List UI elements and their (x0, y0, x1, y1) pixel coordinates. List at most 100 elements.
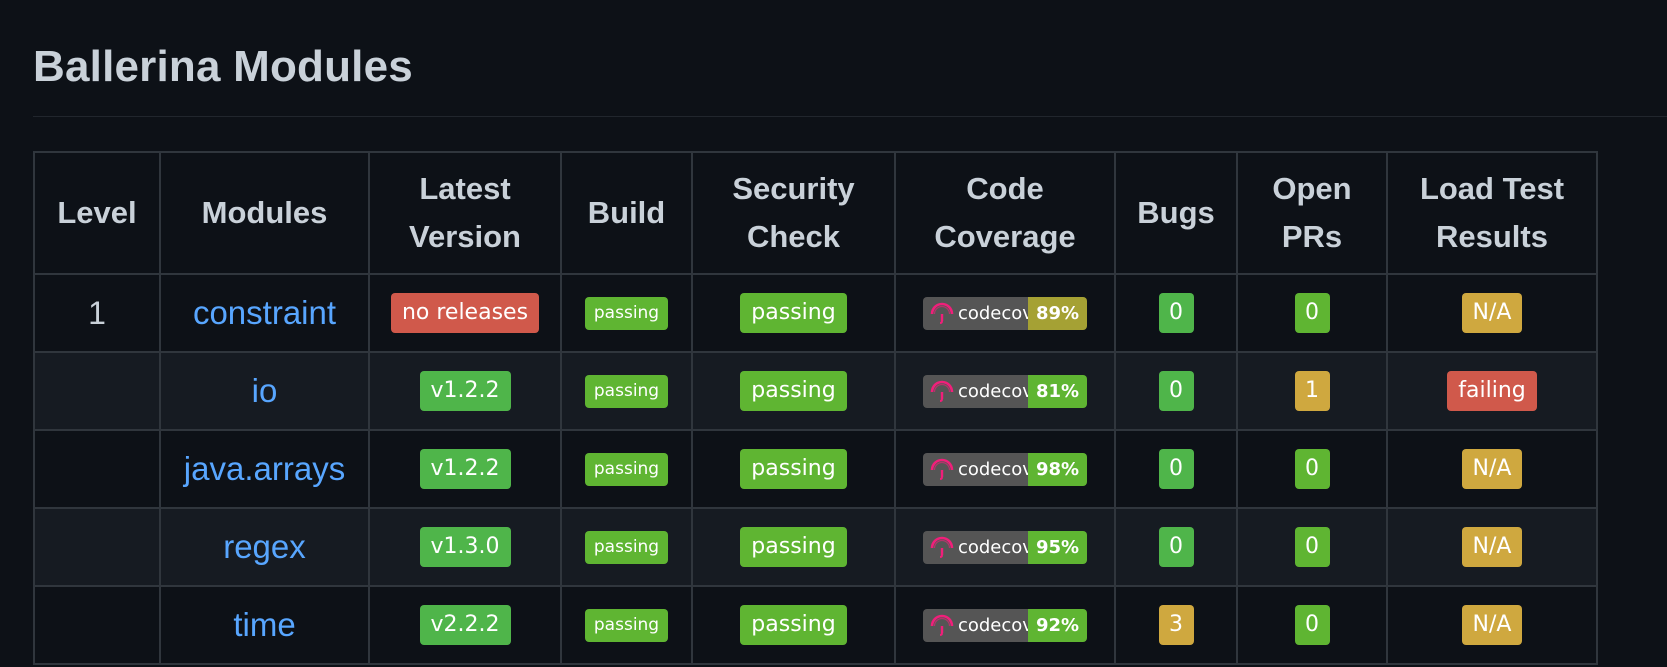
level-cell (33, 351, 161, 431)
codecov-badge[interactable]: codecov 95% (922, 530, 1088, 564)
coverage-cell: codecov 98% (894, 429, 1116, 509)
header-level-line: Level (57, 195, 137, 230)
coverage-cell: codecov 81% (894, 351, 1116, 431)
bugs-badge[interactable]: 0 (1158, 371, 1194, 411)
build-cell: passing (560, 585, 693, 665)
codecov-label-text: codecov (957, 536, 1033, 558)
module-cell: regex (159, 507, 370, 587)
codecov-badge-label: codecov (922, 296, 1033, 330)
load-test-cell: N/A (1386, 507, 1598, 587)
security-check-badge[interactable]: passing (740, 371, 847, 411)
security-check-badge[interactable]: passing (740, 449, 847, 489)
module-cell: io (159, 351, 370, 431)
version-cell: no releases (368, 273, 562, 353)
open-prs-cell: 0 (1236, 273, 1388, 353)
version-badge[interactable]: v1.2.2 (419, 449, 511, 489)
codecov-label-text: codecov (957, 614, 1033, 636)
load-test-badge[interactable]: failing (1447, 371, 1537, 411)
codecov-badge[interactable]: codecov 89% (922, 296, 1088, 330)
bugs-cell: 0 (1114, 507, 1238, 587)
bugs-badge[interactable]: 0 (1158, 293, 1194, 333)
header-open-prs-line: Open (1272, 171, 1352, 206)
security-check-badge[interactable]: passing (740, 605, 847, 645)
level-cell (33, 585, 161, 665)
security-cell: passing (691, 273, 896, 353)
header-modules: Modules (159, 151, 370, 275)
load-test-badge[interactable]: N/A (1461, 293, 1523, 333)
build-cell: passing (560, 429, 693, 509)
open-prs-badge[interactable]: 0 (1294, 449, 1330, 489)
version-badge[interactable]: v2.2.2 (419, 605, 511, 645)
load-test-cell: N/A (1386, 585, 1598, 665)
open-prs-badge[interactable]: 0 (1294, 527, 1330, 567)
title-divider (33, 116, 1667, 117)
codecov-badge[interactable]: codecov 98% (922, 452, 1088, 486)
coverage-cell: codecov 95% (894, 507, 1116, 587)
codecov-badge-label: codecov (922, 530, 1033, 564)
codecov-badge[interactable]: codecov 92% (922, 608, 1088, 642)
version-badge[interactable]: no releases (390, 293, 540, 333)
bugs-cell: 0 (1114, 351, 1238, 431)
codecov-badge-label: codecov (922, 374, 1033, 408)
header-bugs-line: Bugs (1137, 195, 1215, 230)
bugs-cell: 0 (1114, 429, 1238, 509)
header-level: Level (33, 151, 161, 275)
build-badge[interactable]: passing (584, 608, 669, 642)
module-link[interactable]: constraint (192, 294, 337, 331)
header-latest-version-line: Latest (419, 171, 511, 206)
version-cell: v1.2.2 (368, 351, 562, 431)
bugs-cell: 0 (1114, 273, 1238, 353)
build-badge[interactable]: passing (584, 452, 669, 486)
table-header-row: Level Modules Latest Version Build Security Ch… (33, 151, 1598, 275)
open-prs-badge[interactable]: 0 (1294, 605, 1330, 645)
header-bugs: Bugs (1114, 151, 1238, 275)
load-test-badge[interactable]: N/A (1461, 605, 1523, 645)
module-link[interactable]: io (251, 372, 278, 409)
header-build: Build (560, 151, 693, 275)
security-cell: passing (691, 585, 896, 665)
load-test-cell: N/A (1386, 429, 1598, 509)
level-value: 1 (88, 294, 106, 331)
version-badge[interactable]: v1.3.0 (419, 527, 511, 567)
codecov-badge[interactable]: codecov 81% (922, 374, 1088, 408)
build-badge[interactable]: passing (584, 374, 669, 408)
open-prs-cell: 0 (1236, 507, 1388, 587)
module-link[interactable]: java.arrays (183, 450, 346, 487)
codecov-umbrella-icon (930, 614, 954, 636)
security-check-badge[interactable]: passing (740, 527, 847, 567)
build-badge[interactable]: passing (584, 296, 669, 330)
level-cell: 1 (33, 273, 161, 353)
security-check-badge[interactable]: passing (740, 293, 847, 333)
load-test-badge[interactable]: N/A (1461, 527, 1523, 567)
table-row: 1 constraint no releases passing passing code… (33, 273, 1598, 353)
table-row: regex v1.3.0 passing passing codecov 95% 0 0 N/A (33, 507, 1598, 587)
header-open-prs: Open PRs (1236, 151, 1388, 275)
bugs-badge[interactable]: 3 (1158, 605, 1194, 645)
load-test-badge[interactable]: N/A (1461, 449, 1523, 489)
bugs-badge[interactable]: 0 (1158, 527, 1194, 567)
table-row: time v2.2.2 passing passing codecov 92% 3 0 N/A (33, 585, 1598, 665)
version-cell: v1.3.0 (368, 507, 562, 587)
codecov-umbrella-icon (930, 302, 954, 324)
codecov-badge-label: codecov (922, 608, 1033, 642)
module-link[interactable]: regex (223, 528, 306, 565)
open-prs-badge[interactable]: 0 (1294, 293, 1330, 333)
open-prs-cell: 1 (1236, 351, 1388, 431)
header-code-coverage-line: Code (966, 171, 1044, 206)
version-badge[interactable]: v1.2.2 (419, 371, 511, 411)
module-link[interactable]: time (233, 606, 296, 643)
header-security-check-line: Check (746, 219, 841, 254)
codecov-label-text: codecov (957, 302, 1033, 324)
open-prs-cell: 0 (1236, 585, 1388, 665)
header-modules-line: Modules (201, 195, 328, 230)
coverage-cell: codecov 92% (894, 585, 1116, 665)
header-latest-version: Latest Version (368, 151, 562, 275)
table-row: io v1.2.2 passing passing codecov 81% 0 1 failin… (33, 351, 1598, 431)
coverage-percent: 98% (1027, 452, 1088, 486)
open-prs-badge[interactable]: 1 (1294, 371, 1330, 411)
build-badge[interactable]: passing (584, 530, 669, 564)
header-build-line: Build (587, 195, 666, 230)
bugs-badge[interactable]: 0 (1158, 449, 1194, 489)
header-security-check-line: Security (732, 171, 855, 206)
